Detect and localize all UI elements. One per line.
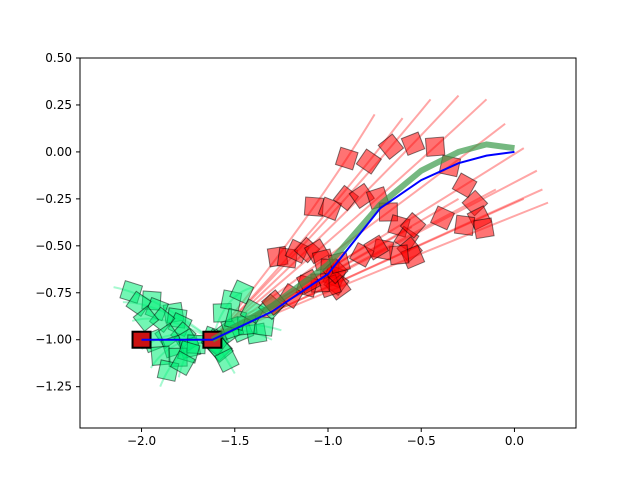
red-sample-box xyxy=(400,131,426,157)
y-axis: 0.50 0.25 0.00 −0.25 −0.50 −0.75 −1.00 −1.25 xyxy=(35,51,80,394)
red-sample-box xyxy=(453,214,476,236)
green-sample-box xyxy=(169,350,196,377)
red-sample-path xyxy=(211,117,404,341)
mean-path-line xyxy=(141,150,515,341)
red-sample-box xyxy=(429,205,456,231)
green-sample-box xyxy=(132,305,160,333)
y-tick-label: −0.25 xyxy=(35,192,72,206)
x-axis: −2.0 −1.5 −1.0 −0.5 0.0 xyxy=(127,428,524,448)
y-tick-label: −0.50 xyxy=(35,239,72,253)
y-tick-label: 0.25 xyxy=(45,98,72,112)
red-sample-box xyxy=(399,211,427,239)
red-sample-box xyxy=(424,136,446,157)
red-sample-box xyxy=(472,217,495,240)
red-sample-box xyxy=(334,146,359,171)
green-sample-box xyxy=(253,315,275,337)
red-sample-box xyxy=(355,148,383,175)
y-tick-label: −1.25 xyxy=(35,380,72,394)
trajectory-boxes xyxy=(119,131,495,382)
green-mean-path-line xyxy=(210,141,515,343)
green-sample-box xyxy=(229,279,255,305)
plot-frame xyxy=(79,57,577,429)
y-tick-label: 0.00 xyxy=(45,145,72,159)
mean-paths xyxy=(141,141,515,343)
red-sample-box xyxy=(451,172,478,199)
y-tick-label: 0.50 xyxy=(45,51,72,65)
y-tick-label: −0.75 xyxy=(35,286,72,300)
x-tick-label: −0.5 xyxy=(407,434,436,448)
x-tick-label: −1.5 xyxy=(220,434,249,448)
x-tick-label: −1.0 xyxy=(313,434,342,448)
red-sample-box xyxy=(348,182,376,210)
x-tick-label: 0.0 xyxy=(505,434,524,448)
red-sample-box xyxy=(317,196,343,222)
green-sample-box xyxy=(214,347,240,373)
red-sample-box xyxy=(363,234,390,261)
y-tick-label: −1.00 xyxy=(35,333,72,347)
x-tick-label: −2.0 xyxy=(127,434,156,448)
red-sample-box xyxy=(377,133,405,161)
